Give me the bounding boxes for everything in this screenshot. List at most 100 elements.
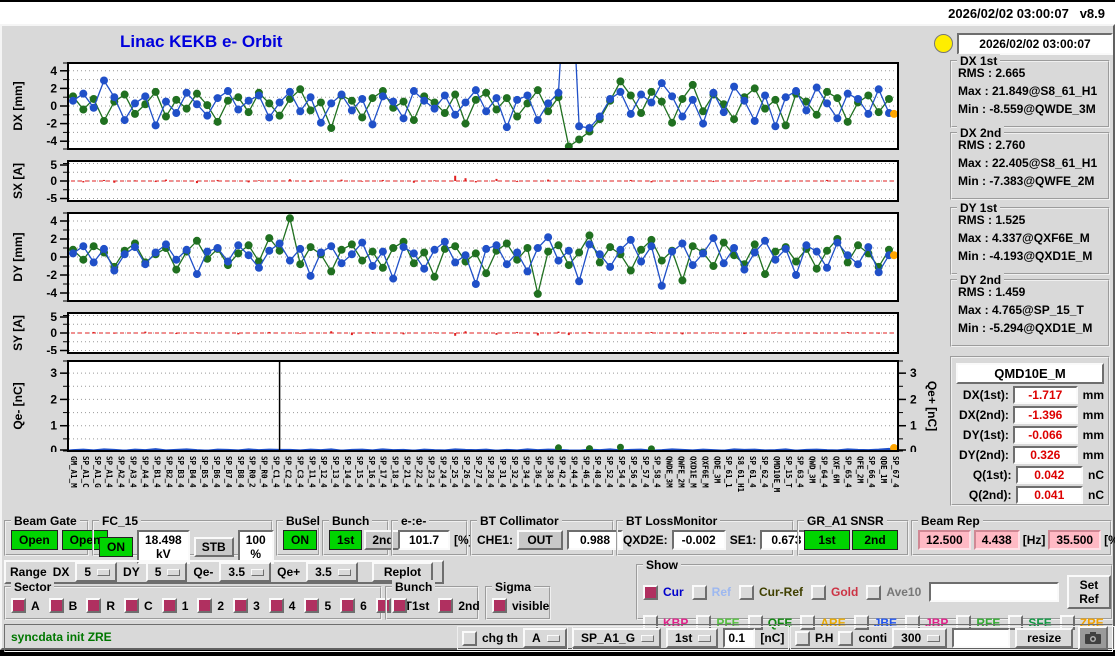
chg-th-checkbox[interactable]: chg th: [462, 630, 518, 646]
svg-text:QWFE_2M: QWFE_2M: [677, 456, 686, 488]
range-qe-plus-dropdown[interactable]: 3.5: [306, 562, 358, 582]
svg-text:GM_A1_M: GM_A1_M: [69, 456, 78, 488]
checkbox-icon: [691, 584, 707, 600]
range-qe-minus-dropdown[interactable]: 3.5: [219, 562, 272, 582]
replot-button[interactable]: Replot: [371, 562, 434, 582]
svg-text:SP_A4_4: SP_A4_4: [140, 456, 149, 488]
monitor-row: Q(1st): 0.042 nC: [956, 466, 1104, 484]
sigma-group: Sigma visible: [485, 580, 551, 620]
show-checkbox-ref[interactable]: Ref: [691, 584, 731, 600]
bunch-title: Bunch: [392, 580, 436, 594]
show-checkbox-ave10[interactable]: Ave10: [866, 584, 921, 600]
sector-checkbox-1[interactable]: 1: [161, 598, 189, 613]
svg-text:SP_22_4: SP_22_4: [414, 456, 423, 488]
svg-text:SP_61_1: SP_61_1: [724, 456, 733, 488]
ref-name-input[interactable]: [929, 582, 1060, 602]
checkbox-icon: [268, 598, 284, 613]
svg-text:2: 2: [50, 81, 57, 95]
aux-input[interactable]: [952, 628, 1011, 648]
bunch-select-dropdown[interactable]: 1st: [666, 628, 719, 648]
conti-checkbox[interactable]: conti: [838, 630, 887, 646]
ph-checkbox[interactable]: P.H: [795, 630, 833, 646]
range-dy-dropdown[interactable]: 5: [145, 562, 188, 582]
svg-text:SP_R0_2: SP_R0_2: [248, 456, 257, 488]
show-checkbox-gold[interactable]: Gold: [811, 584, 858, 600]
snsr-2nd-button[interactable]: 2nd: [852, 530, 898, 550]
dy-orbit-chart: 4 2 0 -2 -4: [32, 212, 902, 302]
sigma-checkbox-visible[interactable]: visible: [492, 598, 549, 613]
svg-text:QDE_3M: QDE_3M: [712, 456, 721, 484]
checkbox-icon: [340, 598, 356, 613]
fc15-stb-button[interactable]: STB: [193, 537, 234, 557]
svg-text:-2: -2: [46, 268, 57, 282]
checkbox-icon: [197, 598, 213, 613]
svg-text:-5: -5: [46, 192, 57, 203]
monitor-row: Q(2nd): 0.041 nC: [956, 486, 1104, 504]
svg-text:SP_57_4: SP_57_4: [641, 456, 650, 488]
range-dx-dropdown[interactable]: 5: [75, 562, 118, 582]
svg-text:QDE_1M: QDE_1M: [879, 456, 888, 484]
sector-checkbox-6[interactable]: 6: [340, 598, 367, 613]
fc15-group: FC_15 ON 18.498 kV STB 100 %: [92, 514, 274, 564]
sector-checkbox-b[interactable]: B: [48, 598, 77, 613]
sector-checkbox-4[interactable]: 4: [268, 598, 295, 613]
q-right-axis: 3 2 1 0: [899, 360, 917, 452]
sector-checkbox-2[interactable]: 2: [197, 598, 224, 613]
set-ref-button[interactable]: Set Ref: [1067, 575, 1111, 609]
th-select-dropdown[interactable]: A: [523, 628, 567, 648]
bt-collimator-title: BT Collimator: [477, 514, 562, 528]
checkbox-label: 1: [181, 598, 189, 613]
show-checkbox-cur[interactable]: Cur: [643, 584, 684, 600]
sector-checkbox-c[interactable]: C: [124, 598, 153, 613]
svg-text:QMD10E_M: QMD10E_M: [772, 456, 781, 493]
count-dropdown[interactable]: 300: [892, 628, 948, 648]
svg-text:SP_18_4: SP_18_4: [391, 456, 400, 488]
bunch-1st-button[interactable]: 1st: [329, 530, 363, 550]
dy-axis-label: DY [mm]: [11, 232, 25, 282]
beam-gate-open-button-1[interactable]: Open: [11, 530, 58, 550]
snsr-1st-button[interactable]: 1st: [804, 530, 850, 550]
checkbox-icon: [643, 584, 658, 600]
threshold-input[interactable]: [723, 628, 756, 648]
svg-text:-2: -2: [46, 117, 57, 131]
busel-group: BuSel ON: [276, 514, 324, 556]
svg-text:SP_62_4: SP_62_4: [760, 456, 769, 488]
svg-text:2: 2: [50, 232, 57, 246]
monitor-readout-panel: QMD10E_M DX(1st): -1.717 mm DX(2nd): -1.396…: [950, 356, 1110, 506]
checkbox-icon: [11, 598, 26, 613]
resize-button[interactable]: resize: [1015, 628, 1074, 648]
che1-label: CHE1:: [477, 533, 514, 547]
stats-dx-1st: DX 1st RMS : 2.665 Max : 21.849@S8_61_H1…: [950, 54, 1110, 128]
svg-text:QFE_2M: QFE_2M: [855, 456, 864, 484]
svg-text:4: 4: [50, 214, 57, 228]
stats-dy-1st: DY 1st RMS : 1.525 Max : 4.337@QXF6E_M M…: [950, 201, 1110, 275]
sector-checkbox-5[interactable]: 5: [304, 598, 331, 613]
screenshot-camera-button[interactable]: [1078, 626, 1109, 650]
monitor-select-dropdown[interactable]: SP_A1_G: [572, 628, 662, 648]
stat-max: Max : 22.405@S8_61_H1: [958, 156, 1098, 170]
checkbox-icon: [233, 598, 249, 613]
bunch-checkbox-2nd[interactable]: 2nd: [438, 598, 480, 613]
sector-checkbox-a[interactable]: A: [11, 598, 40, 613]
fc15-on-button[interactable]: ON: [99, 537, 133, 557]
svg-text:SP_58_4: SP_58_4: [653, 456, 662, 488]
svg-text:SP_A2_4: SP_A2_4: [117, 456, 126, 488]
main-panel: Linac KEKB e- Orbit 2026/02/02 03:00:07 …: [0, 24, 1115, 652]
dx-left-axis: 4 2 0 -2 -4: [46, 62, 67, 150]
dropdown-indicator-icon: [641, 635, 655, 642]
sector-checkbox-3[interactable]: 3: [233, 598, 260, 613]
stat-min: Min : -8.559@QWDE_3M: [958, 102, 1096, 116]
monitor-row: DX(2nd): -1.396 mm: [956, 406, 1104, 424]
che1-out-button[interactable]: OUT: [517, 530, 564, 550]
busel-on-button[interactable]: ON: [283, 530, 317, 550]
svg-text:SP_R0_4: SP_R0_4: [260, 456, 269, 488]
bunch-checkbox-1st[interactable]: 1st: [392, 598, 429, 613]
stat-rms: RMS : 2.665: [958, 66, 1026, 80]
svg-text:SP_44_4: SP_44_4: [569, 456, 578, 488]
svg-text:SP_27_4: SP_27_4: [474, 456, 483, 488]
sector-checkbox-r[interactable]: R: [86, 598, 115, 613]
svg-text:SP_64_4: SP_64_4: [820, 456, 829, 488]
checkbox-icon: [86, 598, 102, 613]
beam-rep-value-1: 12.500: [918, 530, 971, 550]
show-checkbox-cur-ref[interactable]: Cur-Ref: [739, 584, 803, 600]
